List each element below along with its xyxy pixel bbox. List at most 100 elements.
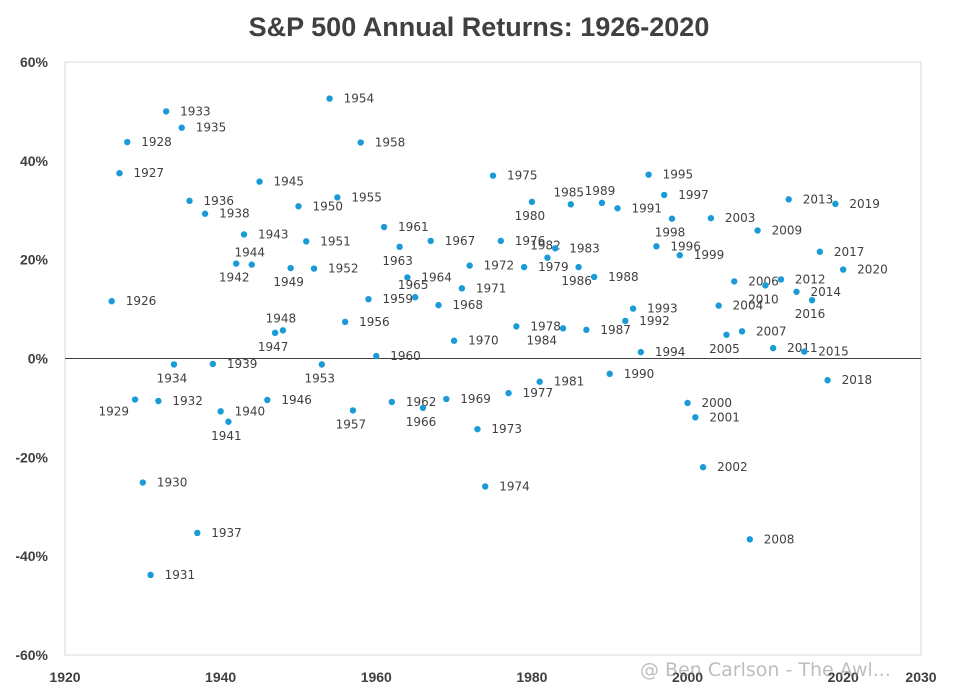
data-point xyxy=(544,254,551,261)
data-point xyxy=(365,296,372,303)
data-point xyxy=(147,571,154,579)
data-point-label: 2018 xyxy=(842,373,873,387)
y-tick-label: -20% xyxy=(15,449,48,465)
data-point xyxy=(466,262,473,269)
y-tick-label: 0% xyxy=(28,351,49,367)
data-point xyxy=(575,263,582,271)
data-point-label: 1967 xyxy=(445,234,476,248)
data-point xyxy=(443,395,450,403)
data-point-label: 1973 xyxy=(491,422,522,436)
y-axis: -60% -40% -20% 0% 20% 40% 60% xyxy=(15,54,48,663)
data-point xyxy=(326,95,333,102)
y-tick-label: 40% xyxy=(20,153,49,169)
data-point-label: 2014 xyxy=(810,285,841,299)
data-point xyxy=(731,278,738,285)
data-point xyxy=(419,404,427,412)
data-point xyxy=(162,108,170,115)
data-point-label: 1934 xyxy=(157,371,188,385)
data-point xyxy=(279,327,287,334)
data-point xyxy=(178,124,185,131)
data-point xyxy=(762,282,769,289)
data-point-label: 1963 xyxy=(382,254,413,268)
data-point xyxy=(201,210,209,217)
data-point-label: 1994 xyxy=(655,345,686,359)
data-point-label: 2011 xyxy=(787,341,818,355)
data-point-label: 1968 xyxy=(453,298,484,312)
data-point xyxy=(131,396,139,403)
data-point xyxy=(645,171,652,178)
data-point xyxy=(824,377,831,384)
data-point-label: 1952 xyxy=(328,262,359,276)
data-point-label: 1991 xyxy=(632,201,663,215)
y-tick-label: 20% xyxy=(20,252,49,268)
data-point-label: 2001 xyxy=(709,410,740,424)
data-point xyxy=(124,138,131,146)
data-point xyxy=(310,265,318,272)
data-point xyxy=(505,389,512,397)
data-point-label: 2005 xyxy=(709,342,740,356)
data-point-label: 1955 xyxy=(351,190,382,204)
x-tick-label: 2030 xyxy=(905,669,936,685)
data-point xyxy=(170,361,178,368)
data-point-label: 1959 xyxy=(382,292,413,306)
data-point xyxy=(334,194,341,201)
data-point xyxy=(715,302,722,309)
chart-title: S&P 500 Annual Returns: 1926-2020 xyxy=(249,12,710,42)
data-point xyxy=(271,329,279,337)
data-point-label: 1935 xyxy=(196,121,227,135)
data-point-label: 1958 xyxy=(375,136,406,150)
data-point xyxy=(248,261,255,268)
data-point xyxy=(217,408,224,415)
data-point xyxy=(341,318,349,326)
data-point xyxy=(661,191,668,199)
data-point-label: 2008 xyxy=(764,532,795,546)
data-point xyxy=(816,248,824,255)
data-point xyxy=(738,328,746,335)
data-point-label: 1954 xyxy=(344,92,375,106)
data-point-label: 1992 xyxy=(639,314,670,328)
data-point-label: 1997 xyxy=(678,188,709,202)
x-tick-label: 1960 xyxy=(361,669,392,685)
data-point xyxy=(194,529,201,537)
data-point-label: 1984 xyxy=(526,333,557,347)
data-point-label: 1993 xyxy=(647,302,678,316)
data-point-label: 2006 xyxy=(748,274,779,288)
data-point xyxy=(489,172,497,179)
data-point-label: 2012 xyxy=(795,272,826,286)
data-point xyxy=(692,414,699,421)
data-point-label: 2000 xyxy=(702,396,733,410)
data-point xyxy=(458,285,466,292)
data-point-label: 1949 xyxy=(273,275,304,289)
data-point xyxy=(450,337,458,344)
data-point-label: 1980 xyxy=(515,209,546,223)
data-point-label: 2002 xyxy=(717,460,748,474)
data-point xyxy=(303,238,310,245)
data-point-label: 1948 xyxy=(266,311,297,325)
x-tick-label: 1920 xyxy=(49,669,80,685)
data-point-label: 1940 xyxy=(235,404,266,418)
data-point xyxy=(567,201,575,208)
data-point-label: 2013 xyxy=(803,192,834,206)
data-point xyxy=(349,407,357,414)
data-point-label: 1945 xyxy=(274,175,305,189)
data-point xyxy=(684,399,691,407)
data-point xyxy=(699,464,707,471)
y-tick-label: 60% xyxy=(20,54,49,70)
data-point-label: 1946 xyxy=(281,393,312,407)
data-point xyxy=(723,331,730,338)
data-point-label: 1956 xyxy=(359,315,390,329)
data-point-label: 1930 xyxy=(157,476,188,490)
data-point xyxy=(497,237,504,245)
data-point xyxy=(777,276,785,283)
data-point-label: 1966 xyxy=(406,415,437,429)
data-point-label: 1986 xyxy=(561,274,592,288)
data-point-label: 1932 xyxy=(172,394,203,408)
data-point-label: 1926 xyxy=(126,294,157,308)
data-point-label: 1941 xyxy=(211,429,242,443)
data-point-label: 1928 xyxy=(141,135,172,149)
y-tick-label: -40% xyxy=(15,548,48,564)
data-point-label: 1944 xyxy=(234,246,265,260)
data-point-label: 2016 xyxy=(795,307,826,321)
data-point-label: 2010 xyxy=(748,292,779,306)
